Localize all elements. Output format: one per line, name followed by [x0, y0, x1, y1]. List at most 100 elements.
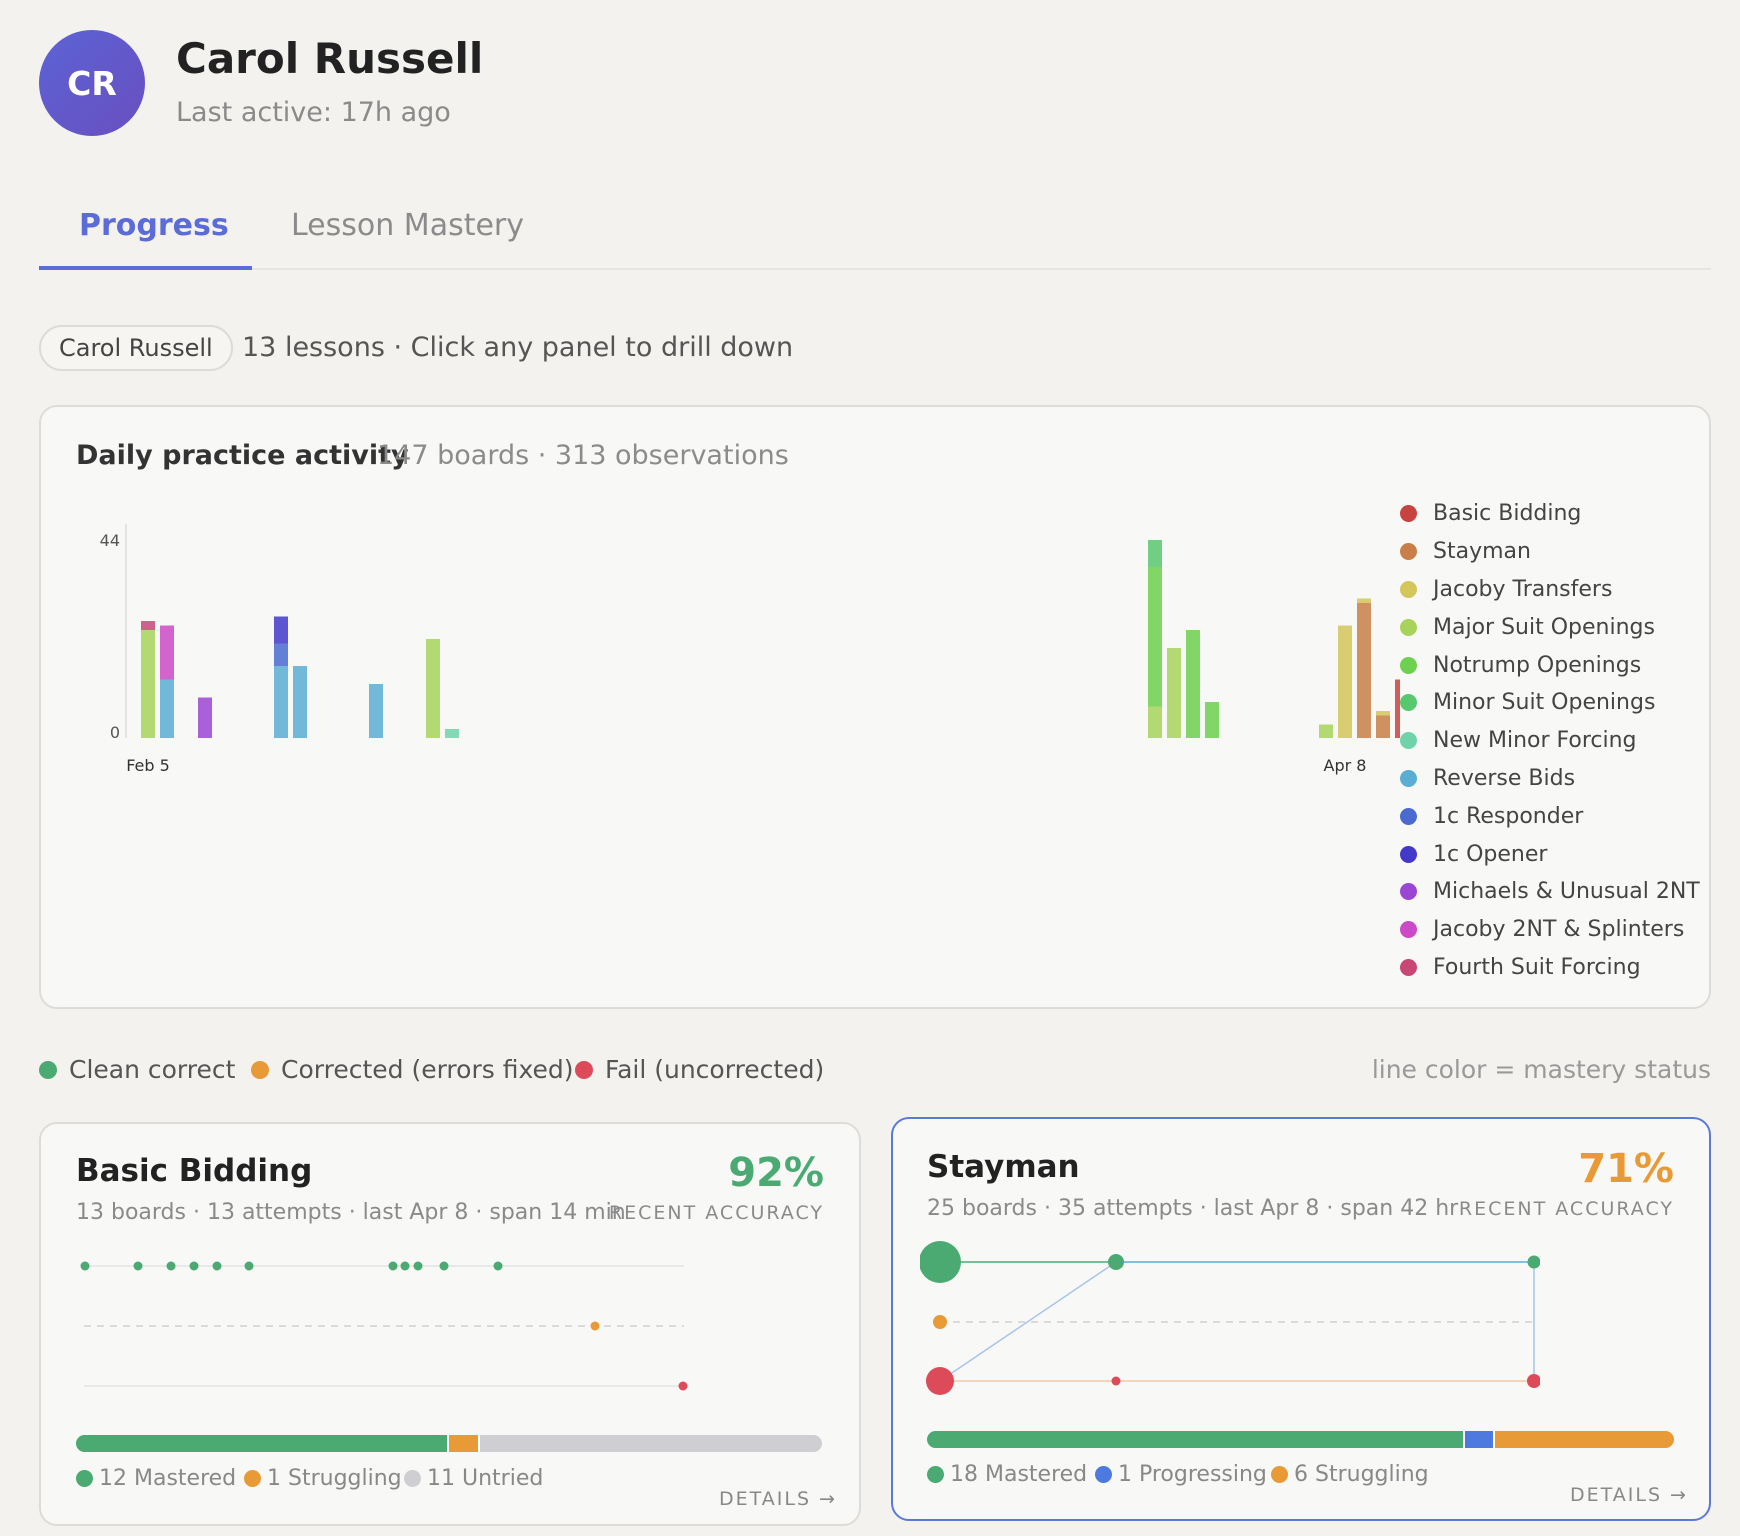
- accuracy-value: 92%: [728, 1150, 824, 1196]
- legend-item: Fourth Suit Forcing: [1400, 949, 1700, 987]
- lesson-card-basic-bidding[interactable]: [39, 1122, 861, 1526]
- activity-bar-chart[interactable]: 44 0 Feb 5 Apr 8: [80, 500, 1400, 790]
- legend-item: Minor Suit Openings: [1400, 684, 1700, 722]
- x-tick-label-start: Feb 5: [126, 756, 170, 775]
- activity-bar-segment[interactable]: [1205, 702, 1219, 738]
- card-title: Basic Bidding: [76, 1153, 313, 1189]
- legend-item: Jacoby Transfers: [1400, 571, 1700, 609]
- y-tick-label-min: 0: [110, 723, 120, 742]
- clean-attempt-dot: [1108, 1254, 1124, 1270]
- legend-dot-icon: [1400, 883, 1417, 901]
- activity-bar-segment[interactable]: [198, 697, 212, 739]
- activity-bar-segment[interactable]: [274, 666, 288, 738]
- orange-dot-icon: [1271, 1466, 1288, 1483]
- legend-item: Michaels & Unusual 2NT: [1400, 873, 1700, 911]
- mastery-bar-basic-bidding: [76, 1435, 822, 1452]
- lesson-card-stayman[interactable]: [891, 1117, 1711, 1521]
- activity-bar-segment[interactable]: [1319, 724, 1333, 739]
- legend-label: Stayman: [1433, 539, 1531, 565]
- legend-label: Jacoby Transfers: [1433, 576, 1613, 602]
- legend-dot-icon: [1400, 845, 1417, 863]
- clean-attempt-dot: [493, 1261, 503, 1271]
- green-dot-icon: [76, 1470, 93, 1487]
- clean-attempt-dot: [439, 1261, 449, 1271]
- student-filter-chip[interactable]: Carol Russell: [39, 325, 233, 371]
- legend-label: 1c Opener: [1433, 841, 1548, 867]
- activity-bar-segment[interactable]: [274, 643, 288, 667]
- legend-label: Notrump Openings: [1433, 652, 1642, 678]
- legend-dot-icon: [1400, 656, 1417, 674]
- stat-untried: 11 Untried: [404, 1466, 543, 1491]
- active-tab-indicator: [39, 266, 252, 270]
- activity-bar-segment[interactable]: [1357, 603, 1371, 738]
- legend-label: Minor Suit Openings: [1433, 690, 1656, 716]
- stat-struggling: 6 Struggling: [1271, 1462, 1429, 1487]
- green-dot-icon: [927, 1466, 944, 1483]
- legend-dot-icon: [1400, 732, 1417, 750]
- legend-item: Reverse Bids: [1400, 760, 1700, 798]
- stat-label: 1 Progressing: [1118, 1462, 1267, 1487]
- activity-bar-segment[interactable]: [1338, 625, 1352, 739]
- activity-bar-segment[interactable]: [274, 616, 288, 644]
- tab-lesson-mastery[interactable]: Lesson Mastery: [291, 208, 525, 243]
- red-dot-icon: [575, 1060, 593, 1079]
- key-clean-correct: Clean correct: [39, 1055, 235, 1084]
- progressing-segment: [1464, 1431, 1495, 1448]
- bars-group: [141, 540, 1400, 738]
- tab-progress[interactable]: Progress: [79, 208, 229, 243]
- struggling-segment: [449, 1435, 481, 1452]
- activity-bar-segment[interactable]: [1186, 630, 1200, 738]
- fail-attempt-dot: [1527, 1374, 1540, 1388]
- lesson-legend: Basic Bidding Stayman Jacoby Transfers Majo…: [1400, 495, 1700, 986]
- details-link[interactable]: DETAILS →: [1570, 1484, 1688, 1506]
- activity-bar-segment[interactable]: [141, 621, 155, 630]
- mastered-segment: [927, 1431, 1465, 1448]
- untried-segment: [480, 1435, 822, 1452]
- activity-bar-segment[interactable]: [1376, 715, 1390, 739]
- activity-bar-segment[interactable]: [293, 666, 307, 738]
- gray-dot-icon: [404, 1470, 421, 1487]
- activity-bar-segment[interactable]: [141, 630, 155, 738]
- orange-dot-icon: [251, 1060, 269, 1079]
- activity-bar-segment[interactable]: [160, 679, 174, 739]
- legend-dot-icon: [1400, 580, 1417, 598]
- legend-label: Fourth Suit Forcing: [1433, 954, 1641, 980]
- key-corrected: Corrected (errors fixed): [251, 1055, 573, 1084]
- activity-bar-segment[interactable]: [1395, 679, 1400, 739]
- green-dot-icon: [39, 1060, 57, 1079]
- activity-bar-segment[interactable]: [1148, 567, 1162, 707]
- legend-dot-icon: [1400, 958, 1417, 976]
- legend-label: Michaels & Unusual 2NT: [1433, 879, 1700, 905]
- legend-label: New Minor Forcing: [1433, 728, 1637, 754]
- daily-activity-panel[interactable]: [39, 405, 1711, 1009]
- legend-dot-icon: [1400, 807, 1417, 825]
- stat-label: 11 Untried: [427, 1466, 544, 1491]
- legend-label: Major Suit Openings: [1433, 614, 1655, 640]
- details-link[interactable]: DETAILS →: [719, 1488, 837, 1510]
- activity-bar-segment[interactable]: [160, 625, 174, 680]
- activity-bar-segment[interactable]: [445, 729, 459, 738]
- legend-dot-icon: [1400, 694, 1417, 712]
- activity-bar-segment[interactable]: [426, 639, 440, 738]
- card-title: Stayman: [927, 1149, 1080, 1185]
- key-fail-label: Fail (uncorrected): [605, 1055, 825, 1084]
- key-corrected-label: Corrected (errors fixed): [281, 1055, 574, 1084]
- legend-item: New Minor Forcing: [1400, 722, 1700, 760]
- attempt-timeline-basic-bidding: [80, 1261, 688, 1391]
- lessons-summary: 13 lessons · Click any panel to drill do…: [242, 332, 794, 363]
- legend-dot-icon: [1400, 505, 1417, 523]
- clean-attempt-dot: [920, 1241, 961, 1283]
- stat-label: 1 Struggling: [267, 1466, 402, 1491]
- activity-bar-segment[interactable]: [1376, 711, 1390, 716]
- clean-attempt-dot: [133, 1261, 143, 1271]
- activity-bar-segment[interactable]: [369, 684, 383, 738]
- key-fail: Fail (uncorrected): [575, 1055, 824, 1084]
- fail-attempt-dot: [678, 1381, 688, 1391]
- corrected-attempt-dot: [590, 1321, 600, 1331]
- activity-bar-segment[interactable]: [1167, 648, 1181, 738]
- activity-bar-segment[interactable]: [1148, 706, 1162, 739]
- legend-dot-icon: [1400, 921, 1417, 939]
- activity-bar-segment[interactable]: [1357, 598, 1371, 604]
- activity-bar-segment[interactable]: [1148, 540, 1162, 567]
- stat-label: 6 Struggling: [1294, 1462, 1429, 1487]
